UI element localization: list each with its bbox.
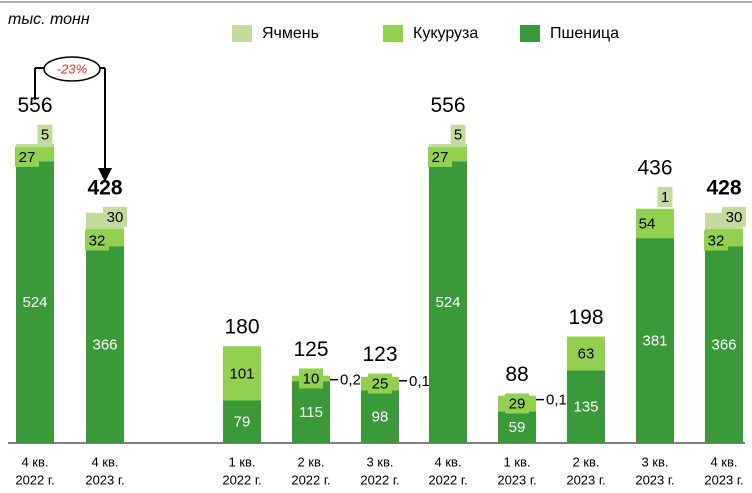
- value-label: 54: [639, 216, 656, 233]
- x-tick-label: 4 кв.: [710, 454, 737, 469]
- total-label: 556: [17, 94, 52, 117]
- total-label: 556: [430, 94, 465, 117]
- x-tick-label: 2022 г.: [291, 472, 330, 487]
- unit-label: тыс. тонн: [8, 11, 90, 28]
- total-label: 436: [637, 157, 672, 180]
- x-tick-label: 2022 г.: [428, 472, 467, 487]
- total-label: 428: [706, 177, 741, 200]
- legend-swatch: [520, 25, 540, 42]
- x-tick-label: 2 кв.: [572, 454, 599, 469]
- x-tick-label: 4 кв.: [21, 454, 48, 469]
- annotation: -23%: [57, 61, 87, 76]
- legend-label: Пшеница: [550, 25, 619, 42]
- value-label: 366: [711, 337, 736, 354]
- value-label: 524: [22, 294, 47, 311]
- total-label: 123: [362, 343, 397, 366]
- total-label: 88: [505, 363, 528, 386]
- value-label: 59: [509, 419, 526, 436]
- value-label: 115: [299, 404, 323, 421]
- x-tick-label: 1 кв.: [503, 454, 530, 469]
- value-label: 381: [642, 333, 667, 350]
- legend-label: Ячмень: [262, 25, 319, 42]
- total-label: 180: [224, 316, 259, 339]
- legend-label: Кукуруза: [413, 25, 478, 42]
- value-label: 1: [661, 189, 669, 206]
- value-label: 0,1: [546, 392, 567, 409]
- total-label: 198: [568, 306, 603, 329]
- value-label: 63: [578, 345, 595, 362]
- total-label: 125: [293, 338, 328, 361]
- legend-swatch: [383, 25, 403, 42]
- x-tick-label: 4 кв.: [91, 454, 118, 469]
- x-tick-label: 3 кв.: [366, 454, 393, 469]
- value-label: 79: [234, 414, 251, 431]
- total-label: 428: [87, 177, 122, 200]
- x-tick-label: 3 кв.: [641, 454, 668, 469]
- value-label: 135: [573, 399, 598, 416]
- x-tick-label: 2023 г.: [566, 472, 605, 487]
- value-label: 10: [303, 370, 320, 387]
- x-tick-label: 1 кв.: [228, 454, 255, 469]
- value-label: 25: [372, 376, 389, 393]
- x-tick-label: 2023 г.: [704, 472, 743, 487]
- value-label: 27: [19, 149, 36, 166]
- value-label: 0,1: [409, 373, 430, 390]
- bar-segment: [636, 209, 674, 210]
- value-label: 98: [372, 409, 389, 426]
- value-label: 0,2: [340, 372, 361, 389]
- value-label: 366: [92, 337, 117, 354]
- value-label: 5: [454, 127, 462, 144]
- x-tick-label: 2022 г.: [222, 472, 261, 487]
- value-label: 5: [41, 127, 49, 144]
- value-label: 32: [708, 233, 725, 250]
- x-tick-label: 2 кв.: [297, 454, 324, 469]
- value-label: 524: [435, 294, 460, 311]
- x-tick-label: 4 кв.: [434, 454, 461, 469]
- x-tick-label: 2022 г.: [15, 472, 54, 487]
- x-tick-label: 2022 г.: [360, 472, 399, 487]
- x-tick-label: 2023 г.: [635, 472, 674, 487]
- legend-swatch: [232, 25, 252, 42]
- value-label: 32: [89, 233, 106, 250]
- value-label: 27: [432, 149, 449, 166]
- value-label: 30: [726, 209, 743, 226]
- value-label: 101: [229, 365, 254, 382]
- x-tick-label: 2023 г.: [85, 472, 124, 487]
- x-tick-label: 2023 г.: [497, 472, 536, 487]
- value-label: 29: [509, 395, 526, 412]
- value-label: 30: [107, 209, 124, 226]
